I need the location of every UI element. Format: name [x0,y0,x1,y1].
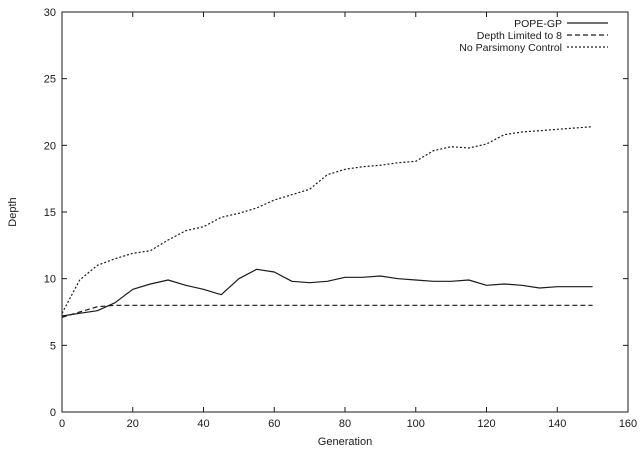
x-tick-label: 140 [548,418,566,430]
x-tick-label: 0 [59,418,65,430]
y-tick-label: 25 [44,74,56,86]
legend-label-0: POPE-GP [514,18,562,30]
series-line-0 [61,268,593,317]
series-line-1 [61,304,593,318]
y-axis-label: Depth [7,197,19,226]
plot-frame [61,11,629,413]
y-tick-label: 15 [44,207,56,219]
series-line-2 [61,126,593,314]
x-tick-label: 80 [339,418,351,430]
x-tick-label: 20 [127,418,139,430]
y-tick-label: 10 [44,274,56,286]
series-layer [61,126,593,318]
x-tick-label: 160 [619,418,637,430]
y-tick-label: 30 [44,7,56,19]
legend-label-2: No Parsimony Control [459,42,562,54]
x-tick-label: 60 [268,418,280,430]
y-tick-label: 20 [44,140,56,152]
y-tick-label: 5 [50,340,56,352]
legend-label-1: Depth Limited to 8 [477,30,562,42]
x-tick-label: 120 [477,418,495,430]
axes-layer: 0 20 40 60 80 100 120 140 160 0 5 10 15 20 25 30 [44,7,637,430]
x-tick-label: 40 [197,418,209,430]
x-tick-label: 100 [407,418,425,430]
y-tick-label: 0 [50,407,56,419]
x-axis-label: Generation [318,436,372,448]
